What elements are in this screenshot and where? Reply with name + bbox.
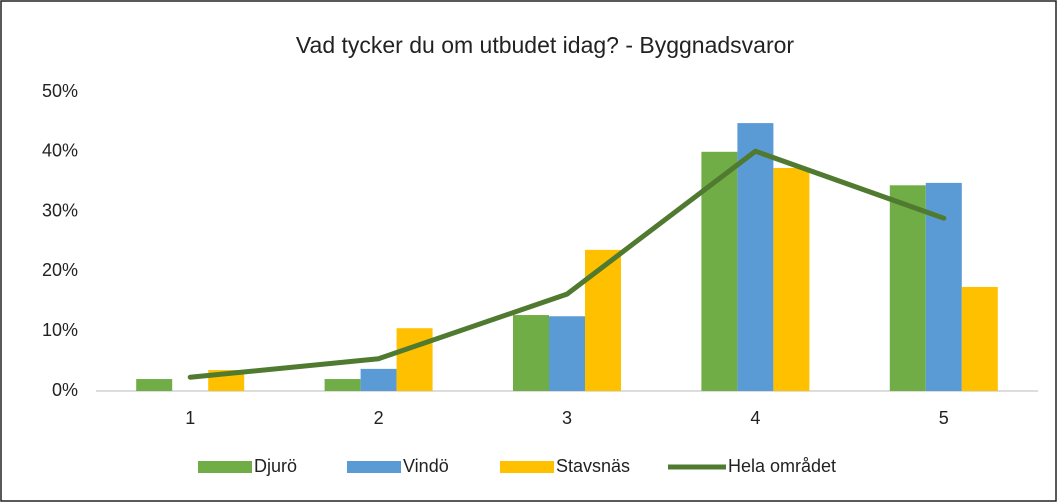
y-tick-label: 30% xyxy=(42,200,78,220)
bar xyxy=(701,151,738,391)
x-tick-label: 5 xyxy=(939,408,949,428)
x-tick-label: 4 xyxy=(750,408,760,428)
legend-swatch xyxy=(347,461,401,473)
legend-label: Stavsnäs xyxy=(556,456,630,476)
bar xyxy=(961,286,998,391)
legend-label: Djurö xyxy=(254,456,297,476)
y-tick-label: 40% xyxy=(42,141,78,161)
bar xyxy=(889,185,926,391)
y-tick-label: 20% xyxy=(42,260,78,280)
chart-title: Vad tycker du om utbudet idag? - Byggnad… xyxy=(296,32,795,58)
x-tick-label: 1 xyxy=(185,408,195,428)
bar xyxy=(324,379,361,391)
bar xyxy=(549,316,585,391)
bar xyxy=(396,328,433,391)
y-tick-label: 50% xyxy=(42,81,78,101)
x-tick-label: 3 xyxy=(562,408,572,428)
bar xyxy=(360,368,397,391)
y-tick-label: 10% xyxy=(42,320,78,340)
bar xyxy=(513,315,549,391)
bar xyxy=(136,379,173,391)
bar xyxy=(737,123,774,391)
x-tick-label: 2 xyxy=(374,408,384,428)
y-tick-label: 0% xyxy=(52,380,78,400)
legend-label: Vindö xyxy=(403,456,449,476)
bar xyxy=(773,167,810,391)
line xyxy=(187,148,947,380)
bar xyxy=(585,249,621,391)
legend-label: Hela området xyxy=(728,456,836,476)
legend-swatch xyxy=(198,461,252,473)
legend-swatch xyxy=(500,461,554,473)
